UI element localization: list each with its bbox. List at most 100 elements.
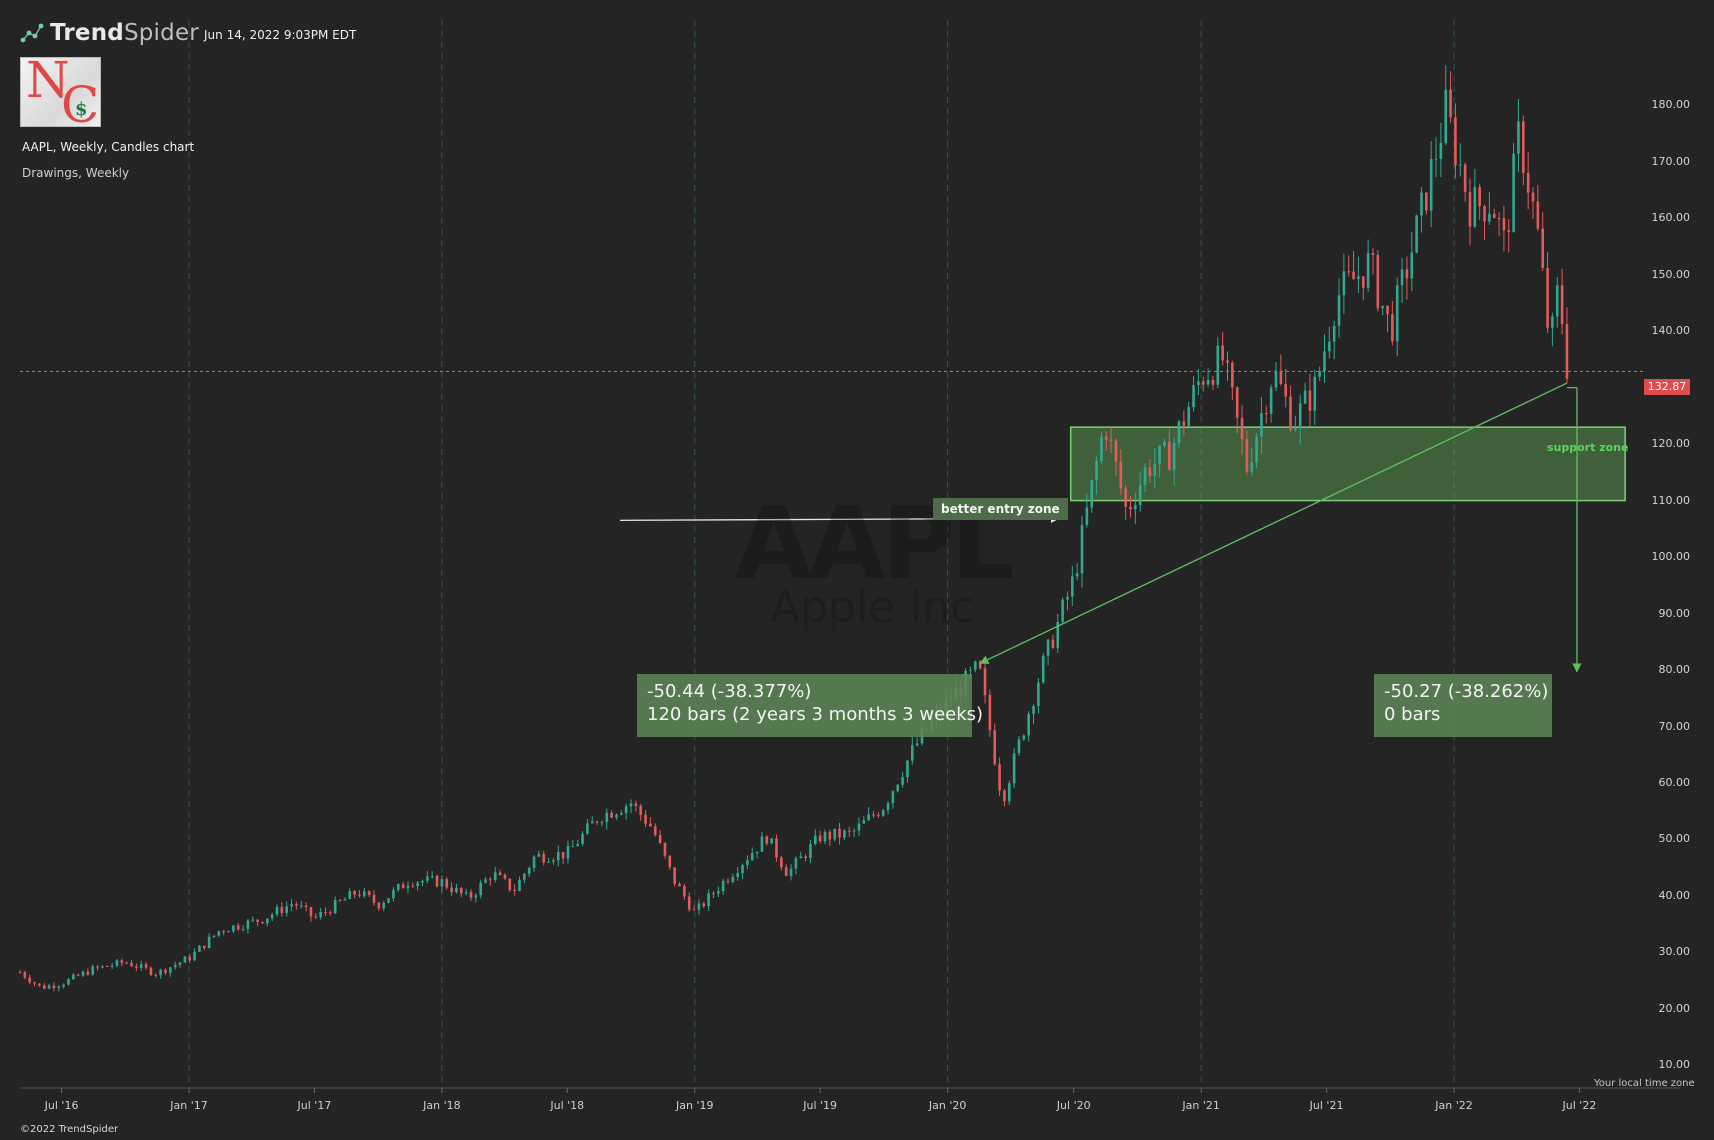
candle-body <box>1182 421 1186 426</box>
y-tick-label: 30.00 <box>1658 945 1691 959</box>
candle-body <box>450 887 453 893</box>
candle-body <box>1488 213 1491 222</box>
chart-title: AAPL, Weekly, Candles chart <box>22 140 195 154</box>
candle-body <box>1168 441 1171 470</box>
candle-body <box>586 823 589 834</box>
measure-box-left[interactable]: -50.44 (-38.377%) 120 bars (2 years 3 mo… <box>637 674 983 737</box>
y-tick-label: 110.00 <box>1651 493 1691 507</box>
candle-body <box>261 921 264 924</box>
candle-body <box>1546 267 1549 328</box>
candle-body <box>1425 192 1428 211</box>
candle-body <box>285 906 289 913</box>
candle-body <box>1080 524 1084 574</box>
candle-body <box>1255 436 1258 463</box>
candle-body <box>881 810 885 816</box>
candle-body <box>280 907 284 913</box>
candle-body <box>52 985 56 989</box>
candle-body <box>144 964 148 968</box>
candle-body <box>207 936 211 948</box>
candle-body <box>62 984 65 987</box>
y-tick-label: 20.00 <box>1658 1001 1691 1015</box>
candle-body <box>1541 228 1545 268</box>
candle-body <box>901 777 904 785</box>
candle-body <box>101 966 104 968</box>
candle-body <box>416 882 419 887</box>
candle-body <box>765 836 769 844</box>
candle-body <box>624 806 628 814</box>
candle-body <box>1454 117 1457 166</box>
candle-body <box>571 846 575 848</box>
drawings-label[interactable]: Drawings, Weekly <box>22 166 130 180</box>
candle-body <box>794 858 798 869</box>
candle-body <box>1197 381 1200 386</box>
candle-body <box>459 887 463 894</box>
support-zone-label[interactable]: support zone <box>1547 441 1629 454</box>
candle-body <box>105 966 109 968</box>
y-tick-label: 180.00 <box>1651 98 1691 112</box>
candle-body <box>241 929 245 931</box>
candle-body <box>561 852 565 859</box>
candle-body <box>387 898 390 903</box>
candle-body <box>644 814 647 824</box>
candle-body <box>1386 305 1389 315</box>
user-avatar-logo: N C $ <box>20 57 101 127</box>
candle-body <box>639 805 643 815</box>
candle-body <box>576 844 579 847</box>
candle-body <box>610 812 613 818</box>
candle-body <box>406 885 410 889</box>
candle-body <box>1206 379 1210 385</box>
candle-body <box>1221 345 1224 361</box>
candle-body <box>1313 376 1317 411</box>
candle-body <box>731 876 735 882</box>
candle-body <box>1153 463 1157 476</box>
candle-body <box>1366 253 1370 288</box>
candle-body <box>600 822 604 824</box>
candle-body <box>503 874 507 879</box>
candle-body <box>1337 295 1341 326</box>
candle-body <box>1037 682 1040 707</box>
candle-body <box>295 904 298 906</box>
measure-box-right[interactable]: -50.27 (-38.262%) 0 bars <box>1374 674 1552 737</box>
candle-body <box>697 903 701 910</box>
candle-body <box>886 803 890 811</box>
candle-body <box>1298 403 1302 428</box>
candle-body <box>96 966 99 968</box>
candle-body <box>1187 407 1191 426</box>
candle-body <box>634 803 638 806</box>
candle-body <box>867 814 870 821</box>
candle-body <box>707 893 710 907</box>
candle-body <box>1512 153 1515 233</box>
y-tick-label: 50.00 <box>1658 832 1691 846</box>
candle-body <box>523 873 526 880</box>
candle-body <box>1260 413 1263 437</box>
candle-body <box>1119 461 1123 489</box>
candle-body <box>256 919 259 922</box>
candle-body <box>518 879 521 891</box>
candle-body <box>149 967 153 975</box>
candle-body <box>498 872 502 875</box>
candle-body <box>828 831 832 840</box>
candle-body <box>1071 576 1074 597</box>
candle-body <box>1075 573 1079 577</box>
x-tick-label: Jul '17 <box>297 1099 332 1112</box>
candle-body <box>67 979 70 985</box>
candle-body <box>1395 285 1399 342</box>
candle-body <box>838 828 841 838</box>
candle-body <box>891 791 895 804</box>
candle-body <box>445 879 449 888</box>
candle-body <box>421 880 424 883</box>
candle-body <box>556 852 560 861</box>
candle-body <box>847 830 851 832</box>
candle-body <box>566 846 570 859</box>
better-entry-zone-label[interactable]: better entry zone <box>933 498 1068 520</box>
candle-body <box>658 835 662 843</box>
candle-body <box>353 891 356 895</box>
candle-body <box>552 860 555 862</box>
candle-body <box>426 876 429 881</box>
candle-body <box>440 879 444 887</box>
candle-body <box>1444 89 1448 144</box>
candle-body <box>1463 164 1467 192</box>
brand-logo: TrendSpider <box>20 20 199 46</box>
candle-body <box>1056 621 1060 648</box>
